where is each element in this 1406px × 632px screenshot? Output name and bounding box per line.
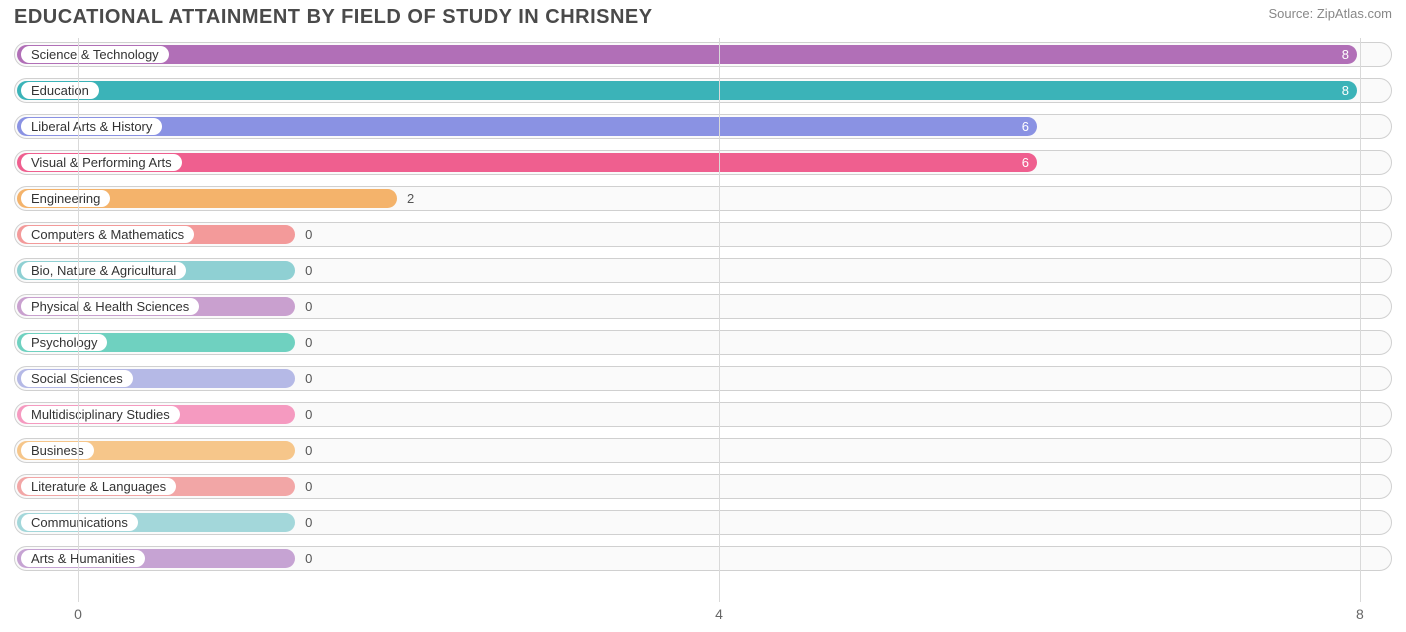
bar-value: 0	[305, 295, 312, 318]
bar-value: 6	[1022, 153, 1029, 172]
bar-track: 6 Visual & Performing Arts	[14, 150, 1392, 175]
bar-value: 0	[305, 511, 312, 534]
bar-track: Psychology 0	[14, 330, 1392, 355]
bar-value: 8	[1342, 81, 1349, 100]
bar-label-pill: Education	[21, 82, 99, 99]
chart-title: EDUCATIONAL ATTAINMENT BY FIELD OF STUDY…	[14, 6, 653, 29]
bar-value: 0	[305, 547, 312, 570]
bar-label-pill: Communications	[21, 514, 138, 531]
bar-label-pill: Engineering	[21, 190, 110, 207]
bar-label-pill: Multidisciplinary Studies	[21, 406, 180, 423]
bar-label-pill: Arts & Humanities	[21, 550, 145, 567]
bar-value: 6	[1022, 117, 1029, 136]
bar-track: 6 Liberal Arts & History	[14, 114, 1392, 139]
bar-fill: 6	[17, 117, 1037, 136]
bar-value: 8	[1342, 45, 1349, 64]
bar-value: 0	[305, 223, 312, 246]
bars-container: 8 Science & Technology 8 Education 6 Liberal …	[14, 38, 1392, 602]
bar-value: 0	[305, 439, 312, 462]
bar-track: Physical & Health Sciences 0	[14, 294, 1392, 319]
bar-track: Business 0	[14, 438, 1392, 463]
bar-fill: 8	[17, 81, 1357, 100]
bar-value: 2	[407, 187, 414, 210]
x-tick-label: 0	[74, 606, 82, 622]
bar-track: Multidisciplinary Studies 0	[14, 402, 1392, 427]
bar-fill: 8	[17, 45, 1357, 64]
x-tick-label: 8	[1356, 606, 1364, 622]
bar-label-pill: Literature & Languages	[21, 478, 176, 495]
bar-label-pill: Science & Technology	[21, 46, 169, 63]
bar-track: Bio, Nature & Agricultural 0	[14, 258, 1392, 283]
bar-label-pill: Computers & Mathematics	[21, 226, 194, 243]
grid-line	[719, 38, 720, 602]
bar-value: 0	[305, 403, 312, 426]
bar-label-pill: Social Sciences	[21, 370, 133, 387]
bar-track: 8 Education	[14, 78, 1392, 103]
x-tick-label: 4	[715, 606, 723, 622]
bar-track: 8 Science & Technology	[14, 42, 1392, 67]
x-axis: 0 4 8	[14, 606, 1392, 626]
bar-value: 0	[305, 331, 312, 354]
bar-track: Communications 0	[14, 510, 1392, 535]
chart-area: 8 Science & Technology 8 Education 6 Liberal …	[14, 38, 1392, 602]
bar-label-pill: Physical & Health Sciences	[21, 298, 199, 315]
grid-line	[78, 38, 79, 602]
bar-value: 0	[305, 367, 312, 390]
bar-track: Arts & Humanities 0	[14, 546, 1392, 571]
chart-source: Source: ZipAtlas.com	[1268, 6, 1392, 21]
bar-value: 0	[305, 259, 312, 282]
bar-label-pill: Liberal Arts & History	[21, 118, 162, 135]
bar-value: 0	[305, 475, 312, 498]
bar-label-pill: Visual & Performing Arts	[21, 154, 182, 171]
grid-line	[1360, 38, 1361, 602]
bar-label-pill: Psychology	[21, 334, 107, 351]
bar-track: Computers & Mathematics 0	[14, 222, 1392, 247]
bar-track: Social Sciences 0	[14, 366, 1392, 391]
bar-track: Literature & Languages 0	[14, 474, 1392, 499]
bar-track: Engineering 2	[14, 186, 1392, 211]
bar-label-pill: Bio, Nature & Agricultural	[21, 262, 186, 279]
bar-label-pill: Business	[21, 442, 94, 459]
